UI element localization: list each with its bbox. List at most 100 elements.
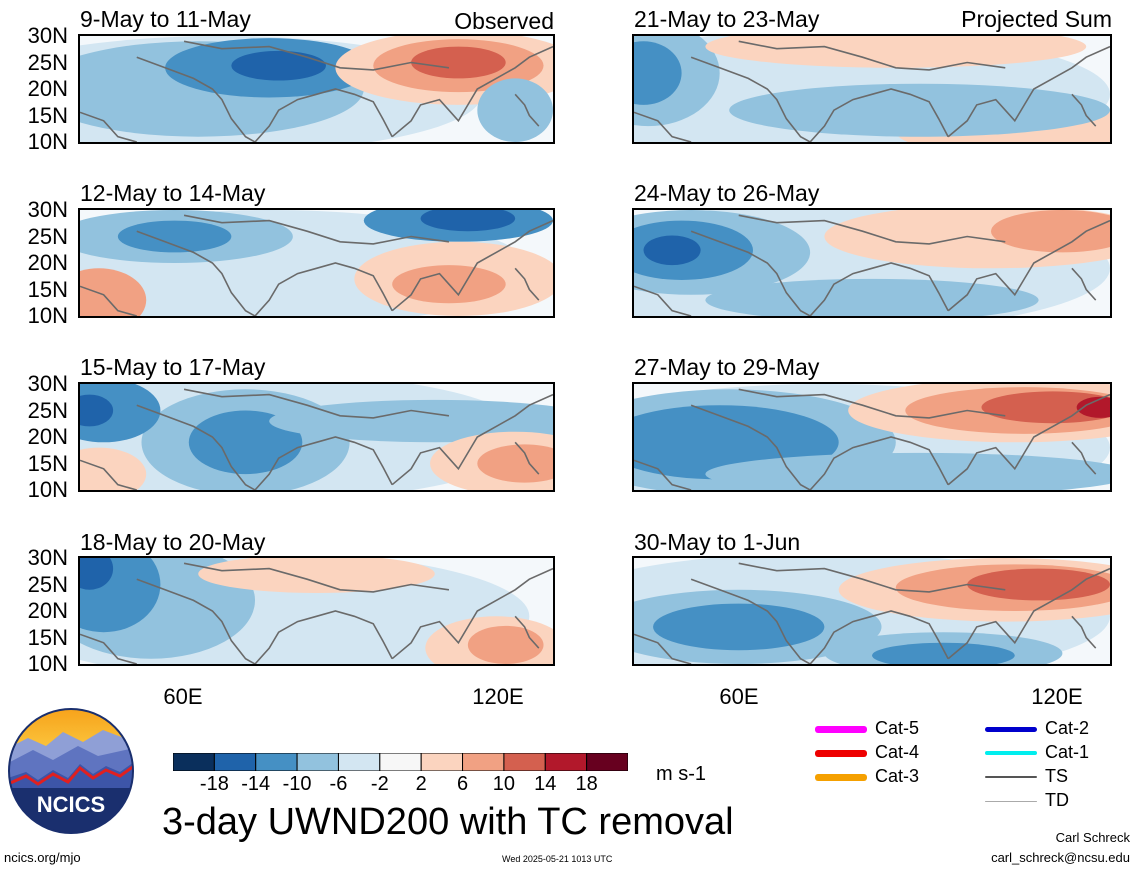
colorbar-tick-label: 2: [415, 773, 427, 795]
legend-label: Cat-2: [1045, 718, 1090, 738]
anomaly-contour: [420, 210, 516, 232]
coastline: [391, 567, 553, 660]
map-canvas: [80, 558, 553, 664]
legend-label: Cat-5: [875, 718, 920, 738]
panel-title-obs-2: 12-May to 14-May: [80, 180, 266, 206]
coastline: [136, 404, 256, 490]
y-tick-label: 25N: [27, 397, 68, 423]
anomaly-contour: [477, 78, 553, 142]
coastline: [690, 404, 811, 490]
coastline: [634, 285, 692, 316]
colorbar-tick-label: -6: [329, 773, 348, 795]
map-canvas: [80, 36, 553, 142]
map-canvas: [634, 558, 1110, 664]
y-tick-label: 20N: [27, 250, 68, 275]
coastline: [136, 56, 256, 142]
colorbar-swatch: [420, 752, 464, 772]
colorbar-swatch: [503, 752, 546, 772]
coastline: [809, 436, 949, 490]
map-panel-proj-3: [632, 382, 1112, 492]
coastline: [738, 562, 1006, 593]
coastline: [514, 93, 540, 127]
x-tick-60e-right: 60E: [719, 684, 759, 709]
map-panel-proj-4: [632, 556, 1112, 666]
coastline: [1071, 267, 1097, 301]
legend-line: [985, 751, 1037, 755]
anomaly-contour: [411, 46, 506, 79]
y-tick-label: 15N: [27, 624, 68, 650]
coastline: [809, 610, 949, 664]
footer-author: Carl Schreck: [1055, 830, 1130, 845]
colorbar-tick-label: 10: [492, 773, 516, 795]
panel-title-obs-1: 9-May to 11-May: [80, 6, 251, 32]
coastline: [80, 285, 137, 316]
x-tick-120e-left: 120E: [472, 684, 524, 709]
coastline: [1071, 441, 1097, 475]
colorbar-swatch: [586, 752, 629, 772]
coastline: [738, 388, 1006, 419]
coastline: [690, 578, 811, 664]
coastline: [183, 562, 450, 593]
anomaly-contour: [80, 268, 147, 316]
coastline: [136, 578, 256, 664]
y-tick-label: 30N: [27, 23, 68, 48]
anomaly-contour: [1076, 396, 1110, 418]
coastline: [690, 56, 811, 142]
y-tick-label: 15N: [27, 450, 68, 476]
y-tick-label: 30N: [27, 371, 68, 396]
anomaly-contour: [231, 50, 326, 81]
map-canvas: [634, 384, 1110, 490]
y-tick-label: 30N: [27, 545, 68, 570]
coastline: [947, 45, 1110, 138]
legend-line: [985, 726, 1037, 732]
anomaly-contour: [729, 83, 1110, 137]
colorbar: [172, 752, 629, 772]
coastline: [634, 111, 692, 142]
panel-title-proj-1: 21-May to 23-May: [634, 6, 820, 32]
footer-email[interactable]: carl_schreck@ncsu.edu: [991, 850, 1130, 865]
observed-label: Observed: [454, 8, 554, 34]
colorbar-swatch: [213, 752, 257, 772]
colorbar-tick-label: 6: [456, 773, 469, 795]
coastline: [391, 393, 553, 486]
y-tick-label: 25N: [27, 223, 68, 249]
y-tick-label: 25N: [27, 49, 68, 75]
footer-url[interactable]: ncics.org/mjo: [4, 850, 81, 865]
anomaly-contour: [653, 603, 825, 651]
anomaly-contour: [80, 394, 114, 427]
y-tick-label: 25N: [27, 571, 68, 597]
colorbar-tick-label: -14: [241, 773, 271, 795]
anomaly-contour: [269, 399, 553, 443]
legend-label: Cat-3: [875, 766, 920, 786]
panel-title-proj-3: 27-May to 29-May: [634, 354, 820, 380]
anomaly-contour: [705, 36, 1087, 68]
x-tick-120e-right: 120E: [1031, 684, 1083, 709]
anomaly-contour: [188, 410, 303, 475]
logo-text: NCICS: [37, 792, 105, 817]
map-panel-proj-2: [632, 208, 1112, 318]
colorbar-swatch: [255, 752, 298, 772]
coastline: [1071, 615, 1097, 649]
panel-title-obs-4: 18-May to 20-May: [80, 529, 266, 555]
coastline: [514, 441, 540, 475]
y-tick-label: 20N: [27, 76, 68, 101]
y-tick-label: 20N: [27, 598, 68, 623]
coastline: [809, 262, 949, 316]
coastline: [738, 40, 1006, 71]
anomaly-contour: [981, 391, 1110, 424]
legend-line: [815, 773, 867, 781]
colorbar-swatch: [296, 752, 339, 772]
anomaly-contour: [117, 220, 232, 253]
coastline: [254, 88, 393, 142]
coastline: [947, 393, 1110, 486]
coastline: [738, 214, 1006, 245]
legend-line: [815, 749, 867, 757]
map-panel-obs-1: [78, 34, 555, 144]
colorbar-swatch: [337, 752, 381, 772]
anomaly-contour: [967, 568, 1110, 601]
anomaly-contour: [477, 444, 553, 483]
colorbar-tick-label: -18: [199, 773, 229, 795]
legend-label: Cat-4: [875, 742, 920, 762]
ncics-logo: NCICS: [8, 708, 134, 834]
coastline: [1071, 93, 1097, 127]
